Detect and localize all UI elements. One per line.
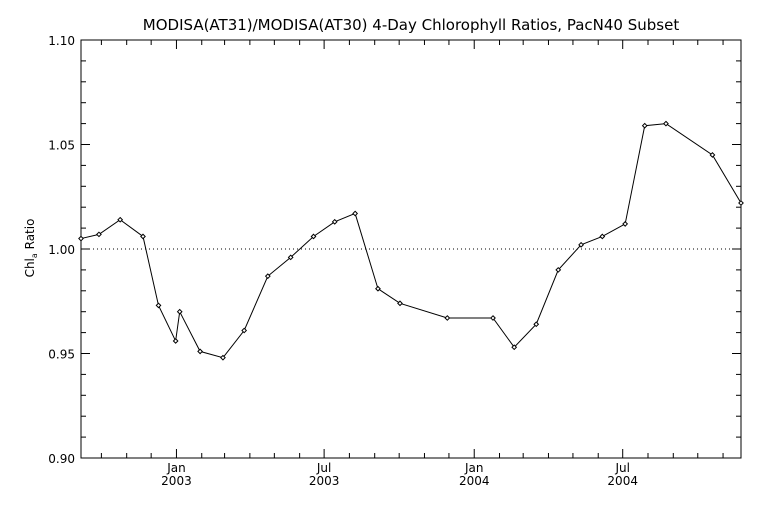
data-point — [555, 266, 562, 273]
data-point — [375, 285, 381, 292]
y-tick-label: 1.05 — [48, 139, 75, 153]
data-point — [663, 120, 669, 127]
data-point — [310, 233, 317, 240]
series-line — [80, 123, 742, 359]
data-point — [241, 327, 248, 334]
data-point — [444, 315, 451, 321]
data-point — [117, 216, 124, 223]
data-point — [197, 348, 204, 355]
data-point — [155, 302, 162, 309]
data-point — [287, 254, 294, 261]
chart-title: MODISA(AT31)/MODISA(AT30) 4-Day Chloroph… — [143, 16, 680, 34]
y-tick-label: 0.95 — [48, 348, 75, 362]
data-point — [490, 315, 496, 321]
data-point — [140, 233, 146, 240]
x-tick-label-month: Jul — [316, 461, 331, 475]
data-point — [599, 233, 606, 240]
data-point — [176, 308, 183, 315]
data-point — [709, 152, 716, 158]
x-tick-label-month: Jan — [464, 461, 484, 475]
y-axis-label: Chla Ratio — [23, 219, 39, 278]
x-tick-label-year: 2004 — [459, 474, 490, 488]
data-point — [331, 218, 338, 225]
data-point — [264, 273, 271, 280]
data-point — [533, 321, 540, 328]
x-tick-label-year: 2003 — [309, 474, 340, 488]
data-point — [96, 231, 102, 238]
data-point — [220, 354, 226, 361]
plot-frame — [80, 39, 742, 459]
x-tick-label-month: Jan — [166, 461, 186, 475]
x-tick-label-month: Jul — [614, 461, 629, 475]
data-point — [622, 221, 629, 227]
y-tick-label: 1.00 — [48, 243, 75, 257]
data-point — [578, 241, 585, 248]
x-tick-label-year: 2003 — [161, 474, 192, 488]
data-point — [511, 344, 518, 351]
x-tick-label-year: 2004 — [607, 474, 638, 488]
data-point — [352, 210, 359, 217]
data-point — [397, 300, 403, 307]
y-tick-label: 0.90 — [48, 452, 75, 466]
data-point — [738, 200, 744, 206]
data-point — [641, 122, 648, 129]
y-tick-label: 1.10 — [48, 34, 75, 48]
data-point — [172, 338, 179, 344]
data-point — [78, 235, 84, 242]
